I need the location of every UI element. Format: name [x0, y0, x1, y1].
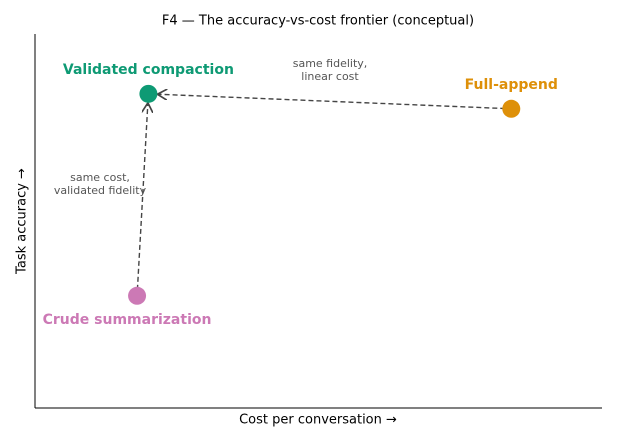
annotation: same cost,	[70, 171, 130, 184]
arrow	[136, 103, 148, 298]
x-axis-label: Cost per conversation →	[239, 413, 397, 428]
arrow	[157, 94, 514, 110]
point-label: Crude summarization	[43, 312, 212, 328]
chart-title: F4 — The accuracy-vs-cost frontier (conc…	[162, 14, 474, 29]
point	[139, 84, 158, 103]
point	[128, 286, 147, 305]
annotation: validated fidelity	[54, 184, 147, 197]
point-label: Validated compaction	[63, 62, 234, 78]
point	[502, 99, 521, 118]
y-axis-label: Task accuracy →	[15, 168, 30, 275]
annotation: same fidelity,	[293, 57, 368, 70]
annotation: linear cost	[301, 70, 359, 83]
point-label: Full-append	[465, 77, 558, 93]
